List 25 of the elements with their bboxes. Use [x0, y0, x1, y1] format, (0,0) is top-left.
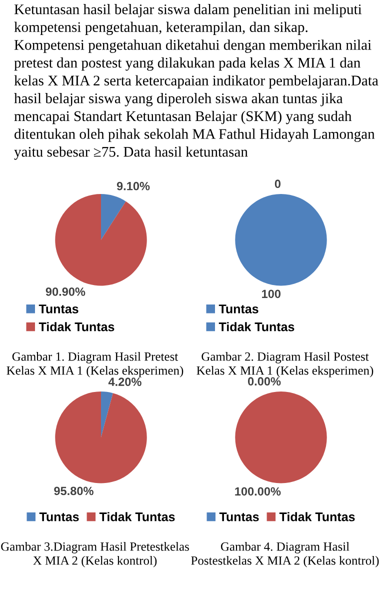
text: Gambar 3.Diagram Hasil Pretestkelas X MIA 2 (Kelas kontrol) — [1, 542, 189, 568]
data-label: 9.10% — [116, 182, 150, 190]
text: Gambar 4. Diagram Hasil Postestkelas X MIA 2 (Kelas kontrol) — [191, 542, 379, 568]
category-label: Tuntas — [219, 512, 259, 522]
legend-label: Tidak Tuntas — [279, 512, 355, 522]
text: Gambar 1. Diagram Hasil Pretest Kelas X MIA 1 (Kelas eksperimen) — [6, 352, 184, 378]
pie-slice — [101, 194, 126, 240]
text: Gambar 2. Diagram Hasil Postest Kelas X MIA 1 (Kelas eksperimen) — [196, 352, 374, 378]
legend-label: Tuntas — [38, 304, 78, 314]
pie-slice — [101, 392, 113, 438]
pie-slice — [55, 194, 147, 286]
legend-label: Tidak Tuntas — [99, 512, 175, 522]
text: Ketuntasan hasil belajar siswa dalam penelitian ini meliputi kompetensi pengetahuan, keterampilan, dan sikap. Kompetensi pengetahuan diketahui dengan memberikan nilai pretest dan postest yang dilakukan pada kelas X MIA 1 dan kelas X MIA 2 serta ketercapaian indikator pembelajaran.Data hasil belajar siswa yang diperoleh siswa akan tuntas jika mencapai Standart Ketuntasan Belajar (SKM) yang sudah ditentukan oleh pihak sekolah MA Fathul Hidayah Lamongan yaitu sebesar ≥75. Data hasil ketuntasan — [14, 4, 378, 160]
data-label: 100.00% — [235, 487, 281, 496]
data-label: 90.90% — [46, 288, 86, 296]
legend-label: Tuntas — [218, 304, 258, 314]
legend-label: Tuntas — [39, 512, 79, 522]
data-label: 95.80% — [54, 486, 94, 496]
pie-slice — [55, 392, 147, 484]
data-label: 4.20% — [108, 378, 142, 386]
text: 0 — [274, 180, 281, 188]
legend-label: Tidak Tuntas — [218, 322, 294, 332]
data-label: 100 — [262, 290, 281, 298]
legend-label: Tidak Tuntas — [38, 322, 114, 332]
text: 0.00% — [248, 377, 281, 386]
